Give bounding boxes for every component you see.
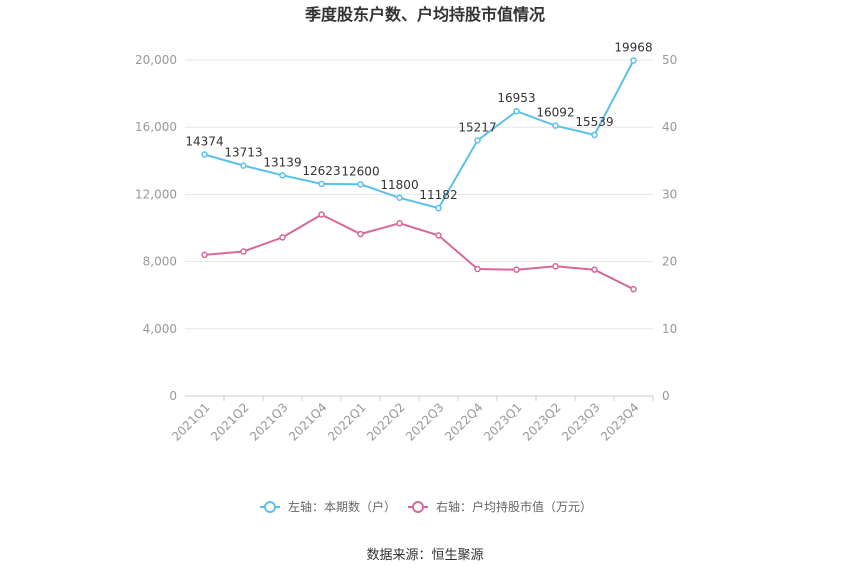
data-point[interactable] <box>513 107 520 115</box>
right-tick-label: 40 <box>662 120 677 134</box>
series-line <box>204 213 634 291</box>
data-label: 11800 <box>380 178 418 192</box>
data-point[interactable] <box>318 180 325 188</box>
x-tick-label: 2021Q3 <box>247 400 291 444</box>
x-tick-label: 2022Q3 <box>403 400 447 444</box>
legend-marker-icon <box>412 501 424 513</box>
grid-lines <box>185 59 653 330</box>
right-axis-ticks: 0 10 20 30 40 50 <box>662 53 677 403</box>
legend-marker-icon <box>264 501 276 513</box>
left-tick-label: 4,000 <box>143 322 177 336</box>
data-label: 11182 <box>419 188 457 202</box>
series-line <box>204 60 635 210</box>
data-label: 16092 <box>536 106 574 120</box>
data-point[interactable] <box>279 234 286 241</box>
legend[interactable]: 左轴：本期数（户） 右轴：户均持股市值（万元） <box>260 499 592 514</box>
data-point[interactable] <box>513 266 520 273</box>
legend-item-shareholders[interactable]: 左轴：本期数（户） <box>260 499 396 514</box>
data-point[interactable] <box>201 151 208 158</box>
x-tick-label: 2021Q1 <box>169 400 213 444</box>
legend-label: 右轴：户均持股市值（万元） <box>436 499 592 514</box>
data-point[interactable] <box>552 122 559 129</box>
data-point[interactable] <box>435 232 442 239</box>
data-point[interactable] <box>474 265 481 273</box>
right-tick-label: 10 <box>662 322 677 336</box>
data-point[interactable] <box>318 211 325 218</box>
data-label: 12600 <box>341 164 379 178</box>
data-label: 14374 <box>185 135 223 149</box>
x-tick-label: 2023Q3 <box>559 400 603 444</box>
data-source: 数据来源：恒生聚源 <box>366 548 483 563</box>
left-tick-label: 0 <box>169 389 177 403</box>
x-tick-label: 2021Q2 <box>208 400 252 444</box>
data-point[interactable] <box>435 204 442 212</box>
chart-title: 季度股东户数、户均持股市值情况 <box>304 5 545 24</box>
left-tick-label: 8,000 <box>143 255 177 269</box>
series-avg-holding-value <box>201 211 637 293</box>
x-tick-label: 2023Q2 <box>520 400 564 444</box>
right-tick-label: 50 <box>662 53 677 67</box>
data-point[interactable] <box>201 251 208 259</box>
data-label: 12623 <box>302 164 340 178</box>
left-tick-label: 20,000 <box>135 53 177 67</box>
data-point[interactable] <box>240 162 247 169</box>
x-axis-ticks: 2021Q12021Q22021Q32021Q42022Q12022Q22022… <box>169 396 654 444</box>
legend-label: 左轴：本期数（户） <box>288 499 396 514</box>
x-tick-label: 2022Q4 <box>442 400 486 444</box>
data-point[interactable] <box>357 181 364 188</box>
data-label: 16953 <box>497 91 535 105</box>
data-point[interactable] <box>630 285 637 293</box>
data-point[interactable] <box>240 248 247 255</box>
data-point[interactable] <box>396 194 403 202</box>
data-point[interactable] <box>279 172 286 179</box>
data-label: 19968 <box>614 41 652 55</box>
data-label: 13139 <box>263 155 301 169</box>
x-tick-label: 2022Q1 <box>325 400 369 444</box>
right-tick-label: 30 <box>662 187 677 201</box>
data-label: 15217 <box>458 120 496 134</box>
left-tick-label: 16,000 <box>135 120 177 134</box>
data-point[interactable] <box>357 230 364 238</box>
right-tick-label: 20 <box>662 255 677 269</box>
data-point[interactable] <box>591 131 598 139</box>
data-point[interactable] <box>630 57 637 64</box>
legend-item-avg-holding-value[interactable]: 右轴：户均持股市值（万元） <box>408 499 592 514</box>
data-label: 15539 <box>575 115 613 129</box>
right-tick-label: 0 <box>662 389 670 403</box>
x-tick-label: 2022Q2 <box>364 400 408 444</box>
data-point[interactable] <box>552 263 559 270</box>
left-axis-ticks: 0 4,000 8,000 12,000 16,000 20,000 <box>135 53 177 403</box>
data-point[interactable] <box>474 137 481 144</box>
x-tick-label: 2023Q1 <box>481 400 525 444</box>
left-tick-label: 12,000 <box>135 187 177 201</box>
data-label: 13713 <box>224 146 262 160</box>
x-tick-label: 2023Q4 <box>598 400 642 444</box>
x-tick-label: 2021Q4 <box>286 400 330 444</box>
data-point[interactable] <box>591 266 598 273</box>
data-point[interactable] <box>396 220 403 227</box>
